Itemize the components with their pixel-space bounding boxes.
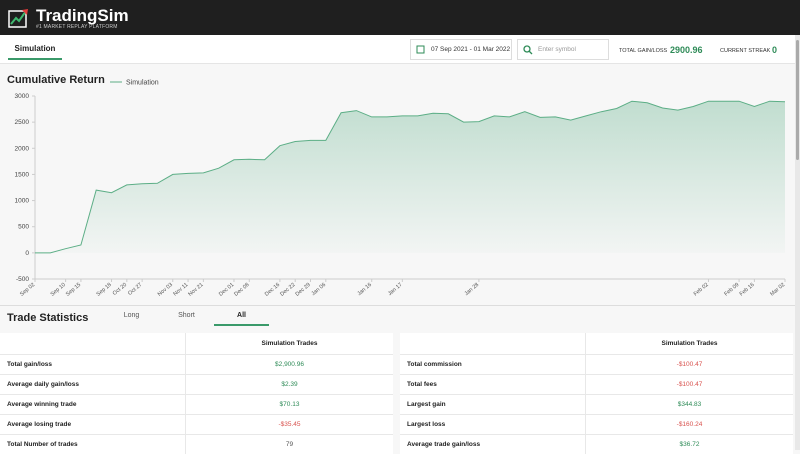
stats-tab[interactable]: Short	[159, 312, 214, 324]
logo	[8, 7, 30, 29]
stat-value: -$100.47	[586, 375, 794, 395]
stat-label: Total fees	[400, 375, 586, 395]
stats-tab[interactable]: All	[214, 312, 269, 326]
x-tick-label: Sep 18	[96, 282, 113, 298]
stat-label: Average losing trade	[0, 415, 186, 435]
stat-row: Total gain/loss$2,900.96	[0, 355, 393, 375]
stat-row: Largest gain$344.83	[400, 395, 793, 415]
nav-bar: Simulation 07 Sep 2021 - 01 Mar 2022 Ent…	[0, 35, 800, 64]
stat-label: Average daily gain/loss	[0, 375, 186, 395]
stat-value: $70.13	[186, 395, 394, 415]
x-tick-label: Jan 28	[464, 282, 481, 297]
current-streak-label: CURRENT STREAK	[720, 48, 770, 54]
stat-value: -$35.45	[186, 415, 394, 435]
stat-row: Average trade gain/loss$36.72	[400, 435, 793, 454]
stat-row: Largest loss-$160.24	[400, 415, 793, 435]
total-gain-loss: 2900.96	[670, 45, 703, 55]
stat-label: Total Number of trades	[0, 435, 186, 454]
stat-value: $2,900.96	[186, 355, 394, 375]
x-tick-label: Sep 15	[65, 282, 82, 298]
x-tick-label: Nov 11	[172, 282, 189, 298]
x-tick-label: Feb 09	[723, 282, 740, 298]
x-tick-label: Jan 06	[311, 282, 328, 297]
x-tick-label: Mar 02	[769, 282, 786, 298]
stat-value: -$160.24	[586, 415, 794, 435]
scrollbar-thumb[interactable]	[796, 40, 799, 160]
area	[35, 101, 785, 253]
symbol-input[interactable]: Enter symbol	[517, 39, 609, 60]
x-tick-label: Dec 29	[295, 282, 312, 298]
x-tick-label: Dec 16	[264, 282, 281, 298]
stats-table: Simulation TradesTotal commission-$100.4…	[400, 333, 793, 454]
legend-label: Simulation	[126, 80, 159, 87]
x-tick-label: Nov 03	[157, 282, 174, 298]
x-tick-label: Jan 17	[387, 282, 404, 297]
total-gain-loss-label: TOTAL GAIN/LOSS	[619, 48, 667, 54]
brand[interactable]: TradingSim	[36, 6, 129, 26]
stats-tab[interactable]: Long	[104, 312, 159, 324]
date-range: 07 Sep 2021 - 01 Mar 2022	[431, 46, 510, 53]
search-icon	[518, 40, 538, 59]
x-tick-label: Oct 20	[112, 282, 128, 297]
stat-value: $2.39	[186, 375, 394, 395]
stat-row: Average daily gain/loss$2.39	[0, 375, 393, 395]
x-tick-label: Feb 16	[739, 282, 756, 298]
x-tick-label: Oct 27	[127, 282, 143, 297]
x-tick-label: Feb 02	[693, 282, 710, 298]
top-bar: TradingSim #1 MARKET REPLAY PLATFORM	[0, 0, 800, 35]
divider	[0, 305, 795, 306]
header-row: Simulation Trades	[400, 333, 793, 355]
date-range-picker[interactable]: 07 Sep 2021 - 01 Mar 2022	[410, 39, 512, 60]
y-tick-label: -500	[16, 276, 29, 283]
stat-value: $36.72	[586, 435, 794, 454]
y-tick-label: 500	[18, 224, 29, 231]
stat-label: Largest loss	[400, 415, 586, 435]
symbol-placeholder: Enter symbol	[538, 46, 576, 53]
header-cell: Simulation Trades	[186, 333, 394, 355]
stat-row: Total fees-$100.47	[400, 375, 793, 395]
stat-label: Average winning trade	[0, 395, 186, 415]
header-row: Simulation Trades	[0, 333, 393, 355]
y-tick-label: 0	[25, 250, 29, 257]
y-tick-label: 3000	[15, 93, 30, 100]
stat-label: Total gain/loss	[0, 355, 186, 375]
y-tick-label: 1500	[15, 171, 30, 178]
stat-value: -$100.47	[586, 355, 794, 375]
x-tick-label: Dec 01	[218, 282, 235, 298]
y-tick-label: 2500	[15, 119, 30, 126]
calendar-icon	[411, 40, 431, 59]
x-tick-label: Dec 08	[233, 282, 250, 298]
stat-value: 79	[186, 435, 394, 454]
stat-row: Average losing trade-$35.45	[0, 415, 393, 435]
x-tick-label: Nov 21	[187, 282, 204, 298]
y-tick-label: 1000	[15, 198, 30, 205]
header-cell	[400, 333, 586, 355]
x-tick-label: Sep 02	[19, 282, 36, 298]
tagline: #1 MARKET REPLAY PLATFORM	[36, 24, 118, 30]
stat-row: Total Number of trades79	[0, 435, 393, 454]
stats-table: Simulation TradesTotal gain/loss$2,900.9…	[0, 333, 393, 454]
stat-label: Largest gain	[400, 395, 586, 415]
stat-label: Average trade gain/loss	[400, 435, 586, 454]
nav-tab[interactable]: Simulation	[8, 44, 62, 60]
header-cell: Simulation Trades	[586, 333, 794, 355]
stat-label: Total commission	[400, 355, 586, 375]
stat-row: Average winning trade$70.13	[0, 395, 393, 415]
stat-row: Total commission-$100.47	[400, 355, 793, 375]
x-tick-label: Jan 16	[357, 282, 374, 297]
stat-value: $344.83	[586, 395, 794, 415]
y-tick-label: 2000	[15, 145, 30, 152]
chart: -500 0 500 1000 1500 2000 2500 3000 Sep 02 Sep 10…	[0, 65, 795, 305]
x-tick-label: Sep 10	[50, 282, 67, 298]
x-tick-label: Dec 22	[279, 282, 296, 298]
current-streak: 0	[772, 45, 777, 55]
stats-title: Trade Statistics	[7, 312, 88, 324]
header-cell	[0, 333, 186, 355]
